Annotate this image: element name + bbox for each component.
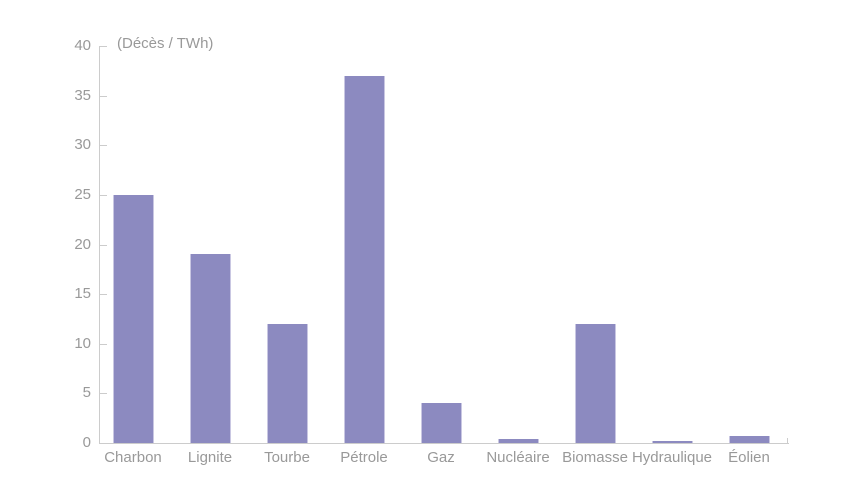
- x-axis-label: Charbon: [104, 449, 162, 466]
- bar-gaz: [421, 403, 462, 443]
- y-axis-tick: [100, 46, 107, 47]
- y-axis-tick-label: 10: [74, 334, 91, 352]
- x-axis-label: Nucléaire: [486, 449, 550, 466]
- bar-nucleaire: [498, 439, 539, 443]
- x-axis: [99, 443, 789, 444]
- y-axis-tick: [100, 95, 107, 97]
- y-axis-tick: [100, 443, 107, 444]
- y-axis-tick-label: 40: [74, 37, 91, 54]
- y-axis-tick-label: 15: [74, 285, 91, 303]
- y-axis: [99, 46, 100, 444]
- y-axis-tick-label: 30: [74, 136, 91, 154]
- bar-lignite: [190, 254, 231, 443]
- bar-tourbe: [267, 324, 308, 443]
- y-axis-tick: [100, 294, 107, 296]
- x-axis-label: Hydraulique: [631, 449, 713, 466]
- bar-petrole: [344, 76, 385, 443]
- x-axis-label: Lignite: [187, 449, 233, 466]
- y-axis-tick-label: 35: [74, 86, 91, 104]
- y-axis-tick-label: 5: [82, 384, 91, 402]
- x-axis-label: Éolien: [728, 449, 770, 466]
- y-axis-tick: [100, 343, 107, 345]
- x-axis-end-tick: [787, 438, 788, 443]
- bar-charbon: [113, 195, 154, 443]
- y-axis-tick: [100, 145, 107, 147]
- bar-biomasse: [575, 324, 616, 443]
- y-axis-tick: [100, 393, 107, 395]
- bar-eolien: [729, 436, 770, 443]
- y-axis-tick-label: 20: [74, 235, 91, 253]
- x-axis-label: Tourbe: [264, 449, 310, 466]
- y-axis-tick-label: 0: [82, 434, 91, 451]
- x-axis-label: Gaz: [427, 449, 455, 466]
- x-axis-label: Biomasse: [562, 449, 628, 466]
- bar-hydraulique: [652, 441, 693, 443]
- y-axis-tick-label: 25: [74, 185, 91, 203]
- y-axis-tick: [100, 244, 107, 246]
- x-axis-label: Pétrole: [340, 449, 388, 466]
- chart-title: (Décès / TWh): [117, 35, 214, 52]
- y-axis-tick: [100, 194, 107, 196]
